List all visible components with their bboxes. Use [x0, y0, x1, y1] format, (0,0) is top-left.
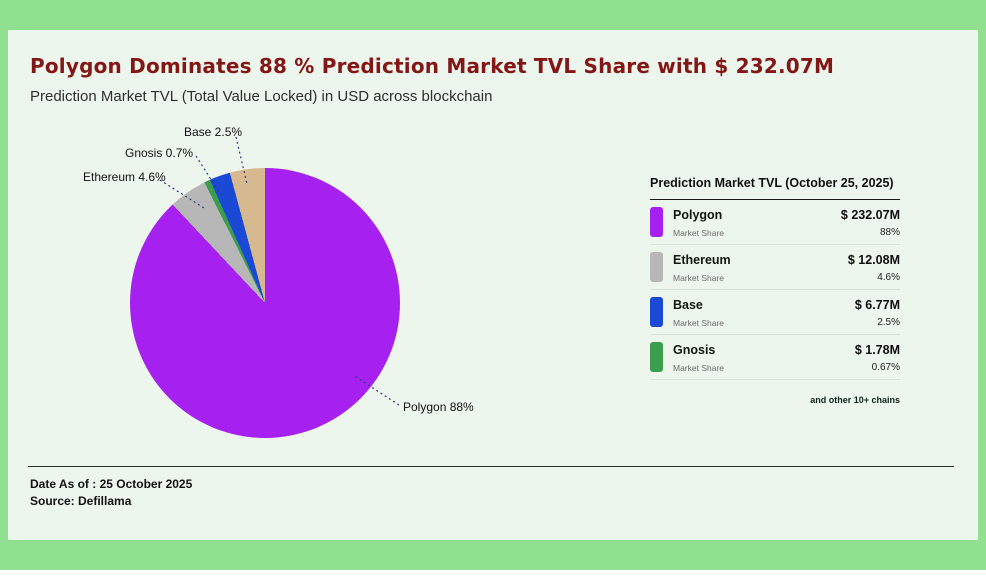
legend-item-value: $ 232.07M — [840, 208, 900, 222]
chart-panel: Polygon Dominates 88 % Prediction Market… — [8, 30, 978, 540]
legend-item-gnosis: Gnosis Market Share $ 1.78M 0.67% — [650, 335, 900, 380]
legend-item-sublabel: Market Share — [673, 273, 725, 283]
legend-item-polygon: Polygon Market Share $ 232.07M 88% — [650, 200, 900, 245]
legend-footnote: and other 10+ chains — [810, 395, 900, 405]
legend-swatch-base — [650, 297, 663, 327]
legend-item-name: Ethereum — [673, 253, 731, 267]
legend-item-value: $ 6.77M — [854, 298, 900, 312]
legend-swatch-gnosis — [650, 342, 663, 372]
legend-item-ethereum: Ethereum Market Share $ 12.08M 4.6% — [650, 245, 900, 290]
legend-item-base: Base Market Share $ 6.77M 2.5% — [650, 290, 900, 335]
annotation-gnosis: Gnosis 0.7% — [125, 146, 194, 160]
footer-divider — [28, 466, 954, 467]
annotation-polygon: Polygon 88% — [403, 400, 474, 414]
annotation-base: Base 2.5% — [184, 125, 243, 139]
legend: Prediction Market TVL (October 25, 2025)… — [650, 176, 900, 405]
legend-item-share: 2.5% — [877, 317, 900, 328]
legend-item-share: 4.6% — [877, 272, 900, 283]
page-title: Polygon Dominates 88 % Prediction Market… — [30, 54, 835, 78]
legend-item-sublabel: Market Share — [673, 363, 725, 373]
legend-item-share: 88% — [879, 227, 900, 238]
legend-item-name: Base — [673, 298, 703, 312]
legend-item-sublabel: Market Share — [673, 318, 725, 328]
footer-date: Date As of : 25 October 2025 — [30, 477, 193, 491]
legend-item-name: Gnosis — [673, 343, 716, 357]
legend-swatch-ethereum — [650, 252, 663, 282]
annotation-ethereum: Ethereum 4.6% — [83, 170, 166, 184]
chart-subtitle: Prediction Market TVL (Total Value Locke… — [30, 88, 493, 105]
legend-item-value: $ 1.78M — [854, 343, 900, 357]
legend-item-value: $ 12.08M — [847, 253, 900, 267]
pie-chart — [130, 168, 400, 438]
legend-item-sublabel: Market Share — [673, 228, 725, 238]
legend-item-name: Polygon — [673, 208, 723, 222]
legend-swatch-polygon — [650, 207, 663, 237]
legend-title: Prediction Market TVL (October 25, 2025) — [650, 176, 900, 200]
legend-item-share: 0.67% — [871, 362, 900, 373]
footer-source: Source: Defillama — [30, 494, 132, 508]
